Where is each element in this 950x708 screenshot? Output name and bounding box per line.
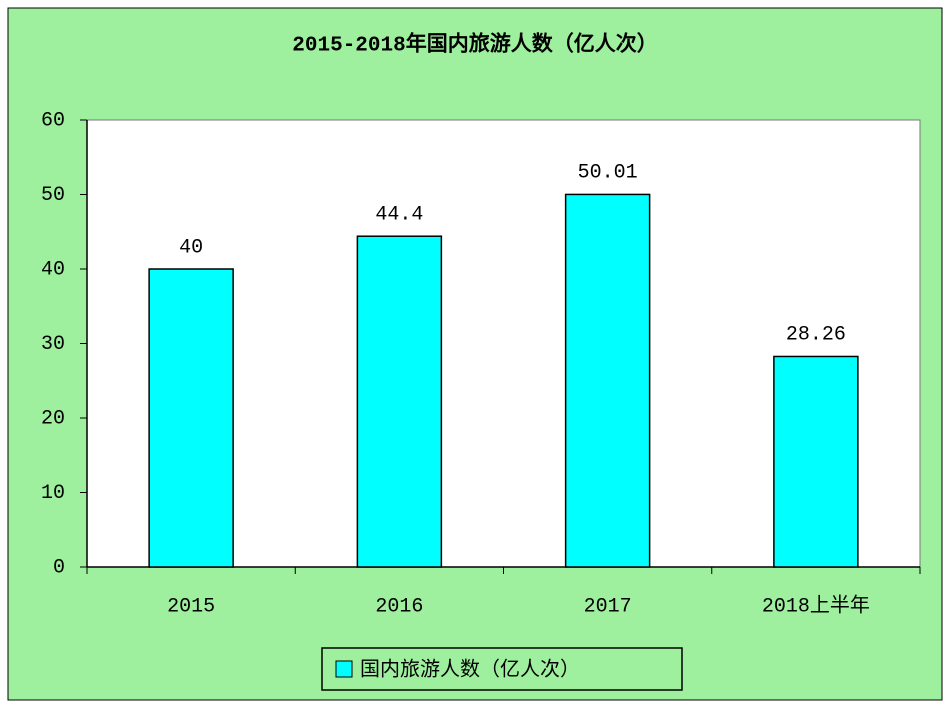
x-tick-label: 2017 <box>584 595 632 618</box>
x-tick-label: 2015 <box>167 595 215 618</box>
legend-label: 国内旅游人数（亿人次） <box>360 657 580 682</box>
data-label: 28.26 <box>786 324 846 347</box>
data-label: 40 <box>179 236 203 259</box>
y-tick-label: 20 <box>41 407 65 430</box>
y-tick-label: 40 <box>41 258 65 281</box>
legend-box <box>321 647 683 691</box>
y-tick-label: 50 <box>41 184 65 207</box>
legend-swatch <box>335 660 353 678</box>
bar <box>564 193 651 568</box>
y-tick-label: 0 <box>53 556 65 579</box>
data-label: 44.4 <box>375 204 423 227</box>
y-tick-label: 10 <box>41 482 65 505</box>
chart-title: 2015-2018年国内旅游人数（亿人次） <box>292 32 657 58</box>
x-tick-label: 2018上半年 <box>762 593 870 618</box>
bar <box>148 268 234 568</box>
y-tick-label: 30 <box>41 333 65 356</box>
data-label: 50.01 <box>578 162 638 185</box>
bar <box>356 235 443 568</box>
bar <box>773 355 859 568</box>
y-tick-label: 60 <box>41 109 65 132</box>
x-tick-label: 2016 <box>375 595 423 618</box>
